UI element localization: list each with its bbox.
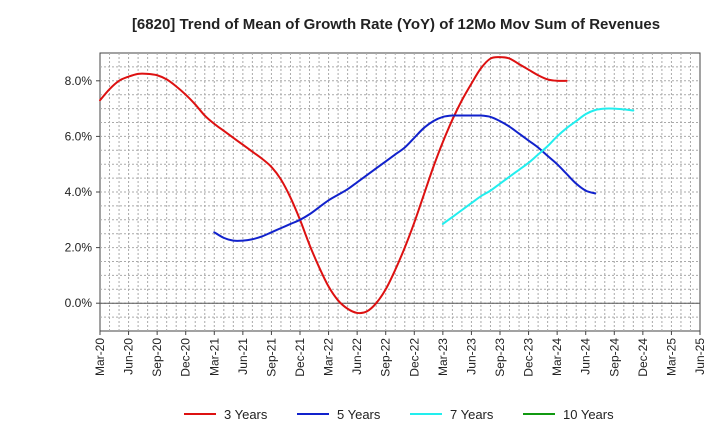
x-tick-label: Mar-24 bbox=[550, 338, 564, 376]
x-tick-label: Jun-24 bbox=[579, 338, 593, 375]
x-tick-label: Dec-20 bbox=[179, 338, 193, 377]
legend-label-7-years: 7 Years bbox=[450, 407, 494, 422]
x-tick-label: Sep-23 bbox=[493, 338, 507, 377]
series-group bbox=[99, 56, 635, 315]
series-line-3-years bbox=[99, 56, 568, 315]
legend-label-10-years: 10 Years bbox=[563, 407, 614, 422]
x-tick-label: Jun-23 bbox=[464, 338, 478, 375]
x-tick-label: Sep-24 bbox=[607, 338, 621, 377]
series-line-7-years bbox=[441, 107, 635, 225]
x-tick-label: Dec-23 bbox=[522, 338, 536, 377]
x-tick-label: Jun-25 bbox=[693, 338, 707, 375]
y-tick-label: 0.0% bbox=[65, 296, 93, 310]
x-tick-label: Mar-21 bbox=[207, 338, 221, 376]
x-tick-label: Dec-22 bbox=[407, 338, 421, 377]
legend-label-3-years: 3 Years bbox=[224, 407, 268, 422]
x-tick-label: Dec-24 bbox=[636, 338, 650, 377]
x-tick-label: Sep-20 bbox=[150, 338, 164, 377]
x-tick-label: Jun-21 bbox=[236, 338, 250, 375]
axes: 0.0% 2.0% 4.0% 6.0% 8.0% Mar-20 Jun-20 Sep-20 De… bbox=[65, 74, 707, 377]
x-tick-label: Jun-22 bbox=[350, 338, 364, 375]
y-tick-label: 2.0% bbox=[65, 241, 93, 255]
grid bbox=[100, 53, 700, 331]
x-tick-label: Sep-21 bbox=[264, 338, 278, 377]
x-tick-label: Mar-22 bbox=[322, 338, 336, 376]
legend: 3 Years 5 Years 7 Years 10 Years bbox=[184, 407, 614, 422]
x-tick-label: Sep-22 bbox=[379, 338, 393, 377]
x-tick-label: Mar-20 bbox=[93, 338, 107, 376]
x-tick-label: Dec-21 bbox=[293, 338, 307, 377]
x-tick-label: Mar-25 bbox=[664, 338, 678, 376]
y-tick-label: 8.0% bbox=[65, 74, 93, 88]
legend-label-5-years: 5 Years bbox=[337, 407, 381, 422]
y-tick-label: 6.0% bbox=[65, 129, 93, 143]
y-tick-label: 4.0% bbox=[65, 185, 93, 199]
x-tick-label: Jun-20 bbox=[122, 338, 136, 375]
x-tick-label: Mar-23 bbox=[436, 338, 450, 376]
series-line-5-years bbox=[213, 114, 597, 242]
chart-title: [6820] Trend of Mean of Growth Rate (YoY… bbox=[132, 16, 660, 33]
